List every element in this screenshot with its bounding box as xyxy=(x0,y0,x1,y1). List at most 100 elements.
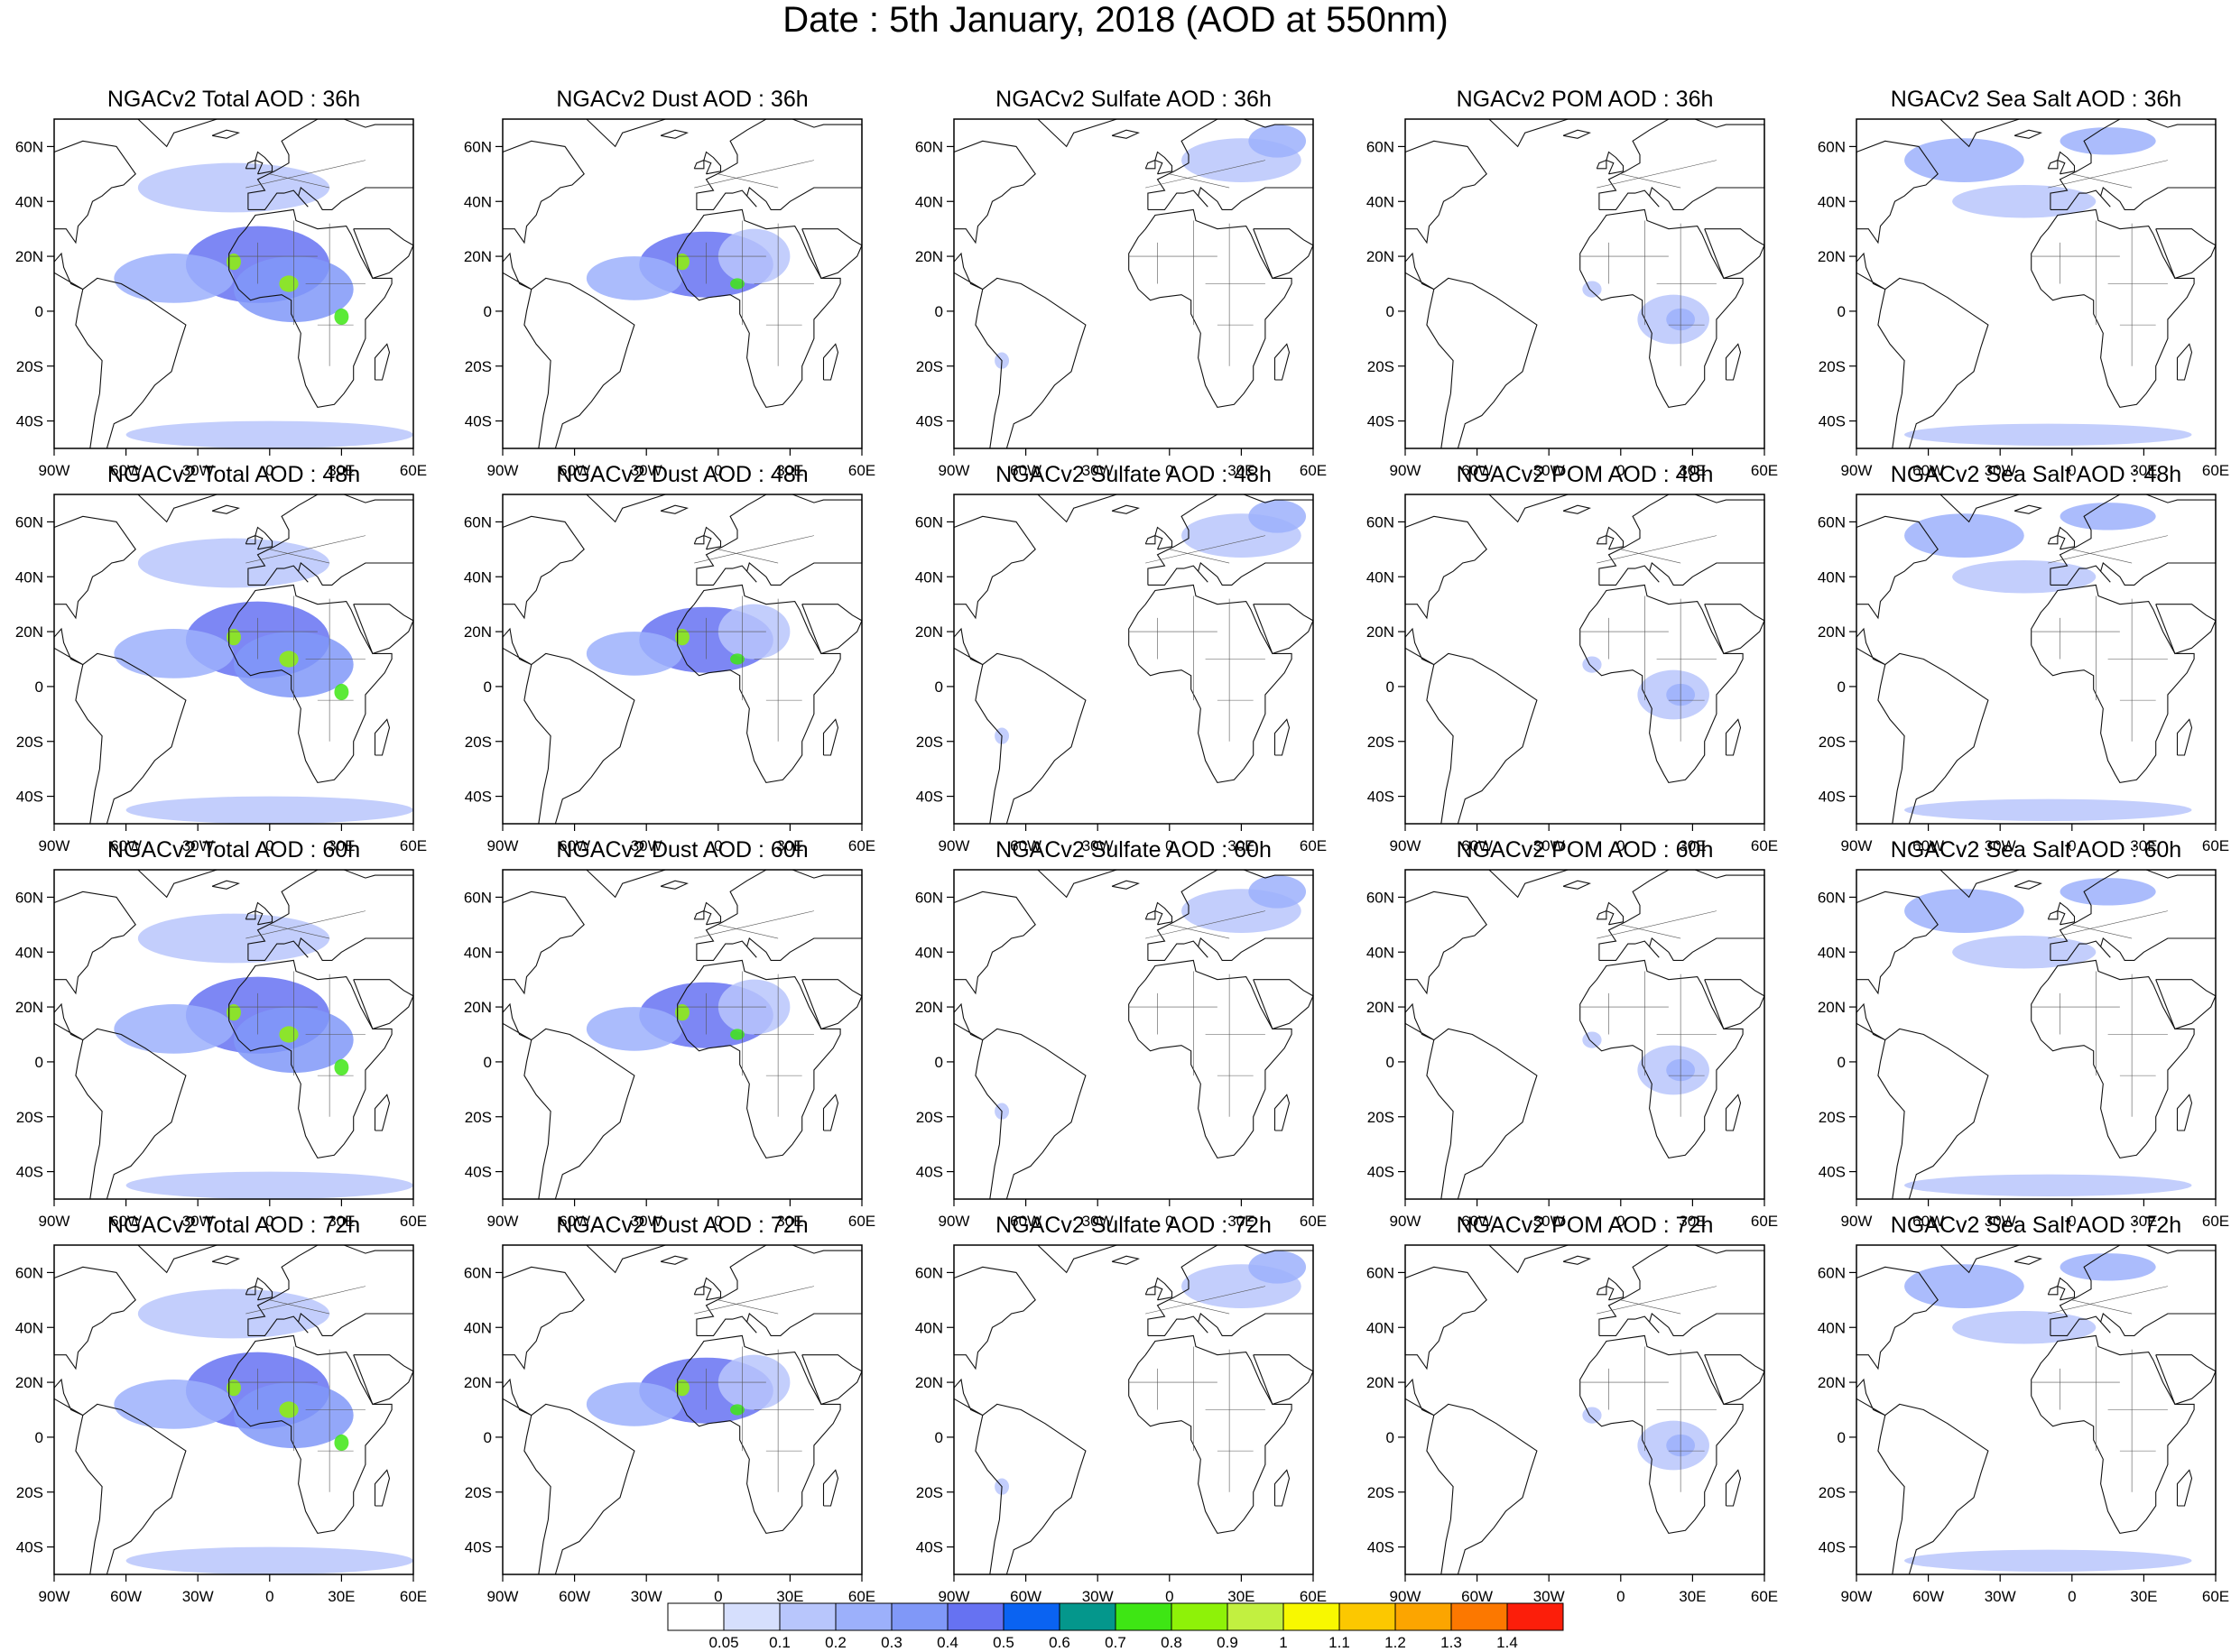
country-border xyxy=(2071,173,2133,189)
panel-title: NGACv2 Total AOD : 60h xyxy=(106,837,361,863)
coastline-iceland xyxy=(2013,880,2043,890)
coastline-iceland xyxy=(1111,1255,1141,1265)
coastline-north-america xyxy=(53,891,136,995)
y-tick-label: 60N xyxy=(464,889,492,906)
country-border xyxy=(1169,924,1230,939)
y-tick-label: 40N xyxy=(464,1319,492,1336)
x-tick-label: 30E xyxy=(328,1213,355,1230)
coastline-south-america xyxy=(1877,1028,1989,1200)
coastline-iceland xyxy=(660,129,690,139)
country-border xyxy=(717,1299,779,1315)
x-tick-label: 30W xyxy=(1533,1588,1565,1605)
map-frame xyxy=(502,869,863,1200)
y-tick-label: 20S xyxy=(1819,1109,1846,1126)
aod-plume xyxy=(334,1434,349,1452)
map-frame xyxy=(953,1244,1314,1575)
x-tick-label: 60W xyxy=(559,1588,590,1605)
coastline-iceland xyxy=(2013,129,2043,139)
x-tick-label: 0 xyxy=(714,1588,722,1605)
coastline-north-america xyxy=(1404,140,1487,245)
coastline-central-america xyxy=(53,1002,84,1041)
y-tick-label: 20N xyxy=(15,999,43,1016)
country-border xyxy=(1145,910,1266,939)
y-tick-label: 20N xyxy=(1818,999,1846,1016)
aod-plume xyxy=(137,913,330,964)
coastline-madagascar xyxy=(2176,718,2193,756)
coastline-north-america xyxy=(502,140,585,245)
y-tick-label: 60N xyxy=(1366,138,1394,155)
aod-plume xyxy=(114,254,234,303)
country-border xyxy=(1597,160,1717,189)
coastline-arabia xyxy=(1253,979,1314,1030)
panel-title: NGACv2 Sulfate AOD : 48h xyxy=(995,462,1272,487)
y-tick-label: 40S xyxy=(16,789,43,806)
country-border xyxy=(1597,1286,1717,1315)
coastline-north-america xyxy=(953,1266,1036,1371)
y-tick-label: 20N xyxy=(15,623,43,641)
coastline-ireland xyxy=(2047,1285,2059,1296)
coastline-great-britain xyxy=(1154,901,1173,926)
coastline-africa xyxy=(1128,208,1292,409)
x-tick-label: 60W xyxy=(1912,837,1944,854)
aod-map-panel: 90W 60W 30W 0 30E 60E 60N 40N 20N 0 20S 40S xyxy=(1818,494,2229,854)
aod-plume xyxy=(227,629,241,646)
x-tick-label: 30W xyxy=(1082,462,1114,479)
coastline-south-america xyxy=(75,277,187,449)
coastline-africa xyxy=(677,1334,841,1535)
coastline-greenland xyxy=(543,118,666,148)
y-tick-label: 20S xyxy=(1367,1484,1394,1501)
coastline-great-britain xyxy=(703,901,722,926)
aod-map-panel: 90W 60W 30W 0 30E 60E 60N 40N 20N 0 20S 40S xyxy=(464,869,875,1230)
x-tick-label: 30E xyxy=(1227,837,1254,854)
panel-title: NGACv2 Dust AOD : 36h xyxy=(556,87,809,112)
y-tick-label: 40S xyxy=(916,789,943,806)
coastline-madagascar xyxy=(822,718,839,756)
map-frame xyxy=(502,494,863,825)
x-tick-label: 90W xyxy=(1390,1213,1421,1230)
y-tick-label: 40N xyxy=(915,193,943,210)
y-tick-label: 60N xyxy=(1366,513,1394,531)
x-tick-label: 30E xyxy=(776,1213,803,1230)
y-tick-label: 0 xyxy=(935,303,943,320)
coastline-central-america xyxy=(1856,1378,1886,1417)
coastline-greenland xyxy=(995,118,1117,148)
x-tick-label: 30W xyxy=(182,1213,214,1230)
panel-title: NGACv2 Sulfate AOD : 72h xyxy=(995,1213,1272,1238)
map-frame xyxy=(1404,494,1765,825)
y-tick-label: 40S xyxy=(16,1164,43,1181)
coastline-arabia xyxy=(801,979,863,1030)
y-tick-label: 20N xyxy=(915,623,943,641)
aod-plume xyxy=(1904,513,2024,558)
coastline-madagascar xyxy=(1273,1469,1291,1507)
x-tick-label: 0 xyxy=(265,837,273,854)
aod-map-panel: 90W 60W 30W 0 30E 60E 60N 40N 20N 0 20S 40S xyxy=(915,869,1327,1230)
coastline-great-britain xyxy=(1606,526,1625,550)
y-tick-label: 40S xyxy=(1367,789,1394,806)
x-tick-label: 60E xyxy=(1751,837,1778,854)
coastline-madagascar xyxy=(374,343,391,381)
y-tick-label: 20N xyxy=(915,999,943,1016)
y-tick-label: 40S xyxy=(1367,1164,1394,1181)
x-tick-label: 90W xyxy=(1390,837,1421,854)
aod-plume xyxy=(1582,1031,1602,1048)
coastline-arabia xyxy=(2155,604,2217,655)
coastline-iceland xyxy=(211,880,241,890)
x-tick-label: 30W xyxy=(1985,837,2016,854)
panel-title: NGACv2 Sulfate AOD : 60h xyxy=(995,837,1272,863)
coastline-north-america xyxy=(53,140,136,245)
country-border xyxy=(2071,549,2133,564)
coastline-north-america xyxy=(953,515,1036,620)
coastline-great-britain xyxy=(703,151,722,175)
x-tick-label: 0 xyxy=(265,462,273,479)
coastline-great-britain xyxy=(1606,901,1625,926)
coastline-iceland xyxy=(1562,129,1592,139)
x-tick-label: 30W xyxy=(631,1588,662,1605)
x-tick-label: 90W xyxy=(39,1213,70,1230)
x-tick-label: 30W xyxy=(1082,1213,1114,1230)
coastline-south-america xyxy=(523,277,635,449)
aod-plume xyxy=(334,1058,349,1076)
y-tick-label: 0 xyxy=(1386,678,1394,696)
y-tick-label: 60N xyxy=(1818,1264,1846,1281)
y-tick-label: 60N xyxy=(1366,889,1394,906)
aod-plume xyxy=(1582,656,1602,673)
